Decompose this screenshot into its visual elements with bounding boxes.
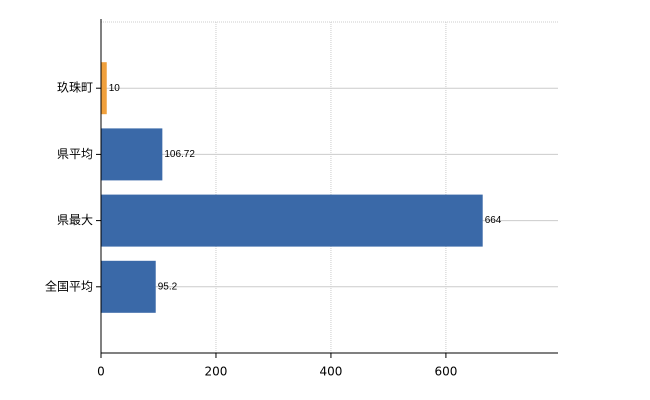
- bar: [101, 128, 163, 181]
- y-tick-label: 玖珠町: [57, 81, 93, 95]
- value-label: 106.72: [164, 149, 195, 160]
- x-tick-label: 0: [97, 365, 105, 379]
- y-tick-label: 県最大: [57, 213, 93, 227]
- x-tick-label: 400: [319, 365, 342, 379]
- x-tick-label: 200: [205, 365, 228, 379]
- x-tick-label: 600: [434, 365, 457, 379]
- bar: [101, 194, 483, 247]
- value-label: 10: [109, 83, 121, 94]
- y-tick-label: 全国平均: [45, 278, 93, 293]
- value-label: 664: [485, 215, 502, 226]
- value-label: 95.2: [158, 281, 178, 292]
- bar: [101, 260, 156, 313]
- y-tick-label: 県平均: [57, 147, 93, 161]
- bar: [101, 62, 107, 115]
